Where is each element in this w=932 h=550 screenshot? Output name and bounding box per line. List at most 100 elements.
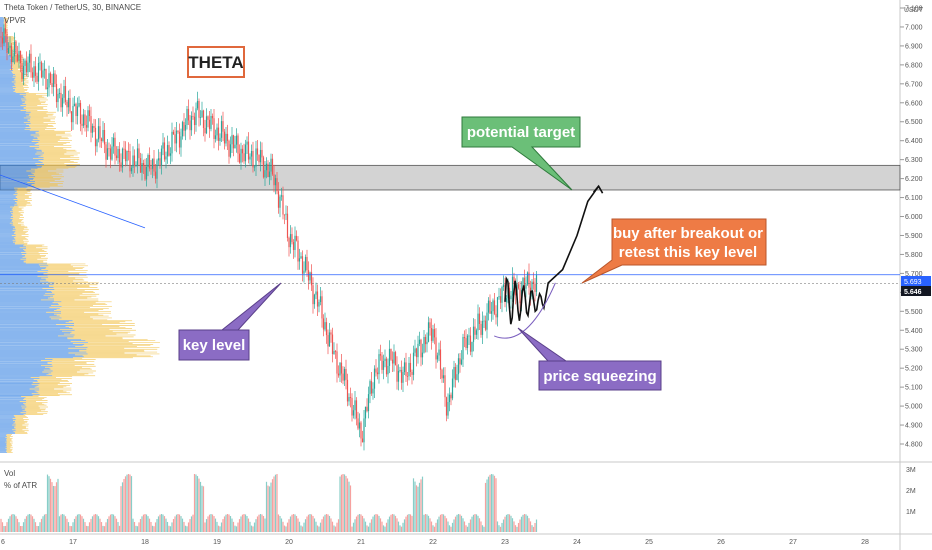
volume-bar — [333, 525, 335, 532]
x-tick-label: 17 — [69, 539, 77, 546]
volume-bar — [484, 482, 487, 532]
candle-body — [219, 137, 221, 141]
volume-bar — [46, 474, 49, 532]
volume-bar — [267, 485, 269, 532]
volume-bar — [466, 526, 469, 532]
candle-body — [435, 337, 437, 360]
volume-bar — [409, 514, 412, 532]
volume-bar — [57, 478, 59, 532]
volume-bar — [84, 522, 86, 532]
candle-body — [291, 234, 293, 243]
candle-body — [292, 242, 295, 250]
target-callout[interactable] — [461, 116, 581, 191]
volume-series — [0, 474, 538, 532]
candle-body — [475, 330, 478, 335]
candle-body — [147, 155, 149, 168]
candle-body — [60, 92, 62, 108]
volume-bar — [270, 482, 272, 532]
resistance-zone[interactable] — [0, 164, 901, 191]
volume-bar — [318, 526, 320, 532]
candle-body — [394, 352, 397, 366]
candle-body — [51, 83, 53, 88]
candle-body — [118, 148, 121, 163]
volume-bar — [376, 514, 379, 532]
candle-body — [492, 300, 494, 312]
volume-bar — [523, 514, 526, 532]
candle-body — [319, 296, 322, 303]
volume-bar — [166, 521, 169, 532]
candle-body — [126, 150, 128, 162]
candle-body — [427, 322, 430, 342]
candle-body — [322, 318, 325, 330]
volume-bar — [51, 482, 53, 532]
x-tick-label: 28 — [861, 539, 869, 546]
volume-bar — [408, 514, 410, 532]
drawing-lines[interactable] — [0, 174, 900, 339]
volume-bar — [352, 522, 355, 532]
candle-body — [204, 127, 206, 134]
volume-bar — [94, 514, 97, 532]
candle-body — [517, 284, 520, 289]
candle-body — [54, 73, 56, 84]
volume-bar — [405, 516, 407, 532]
volume-bar — [123, 478, 125, 532]
candle-body — [522, 277, 524, 290]
candle-body — [129, 151, 131, 172]
candle-body — [406, 375, 409, 377]
candle-body — [388, 348, 391, 366]
candle-body — [337, 373, 340, 376]
volume-bar — [234, 525, 236, 532]
volume-bar — [439, 514, 442, 532]
y-tick-label: 5.800 — [905, 252, 923, 259]
volume-bar — [492, 474, 494, 532]
candle-body — [400, 369, 403, 383]
candle-body — [519, 288, 521, 304]
buy-callout[interactable] — [581, 218, 767, 284]
volume-bar — [330, 518, 332, 532]
x-tick-label: 19 — [213, 539, 221, 546]
volume-bar — [327, 514, 329, 532]
candle-body — [481, 320, 484, 335]
candle-body — [153, 158, 155, 172]
volume-bar — [525, 514, 527, 532]
vol-tick-2m: 2M — [906, 488, 916, 495]
candle-body — [247, 141, 250, 160]
volume-bar — [457, 514, 460, 532]
volume-bar — [106, 518, 109, 532]
squeeze-callout[interactable] — [517, 327, 662, 391]
volume-bar — [415, 485, 418, 532]
volume-bar — [504, 516, 506, 532]
volume-bar — [381, 521, 383, 532]
volume-bar — [358, 514, 361, 532]
candle-body — [91, 125, 94, 133]
volume-bar — [459, 514, 461, 532]
volume-bar — [478, 518, 481, 532]
volume-bar — [268, 486, 271, 532]
candle-body — [103, 129, 106, 145]
candle-body — [88, 110, 91, 117]
candle-body — [297, 240, 299, 262]
candle-body — [376, 372, 379, 375]
candle-body — [457, 358, 460, 375]
candle-body — [486, 312, 488, 330]
candle-body — [9, 45, 11, 48]
candle-body — [429, 322, 431, 329]
volume-bar — [535, 519, 538, 532]
volume-bar — [306, 516, 308, 532]
candle-body — [7, 47, 10, 53]
volume-bar — [501, 522, 503, 532]
candle-body — [283, 214, 286, 216]
volume-bar — [223, 516, 226, 532]
candle-body — [202, 110, 205, 128]
candle-body — [151, 158, 154, 169]
volume-bar — [93, 514, 95, 532]
candle-body — [133, 155, 136, 166]
candle-body — [105, 144, 107, 160]
candle-body — [333, 351, 335, 354]
candle-body — [402, 372, 404, 383]
key-level-callout[interactable] — [178, 282, 282, 361]
candle-body — [432, 329, 434, 341]
y-tick-label: 7.100 — [905, 6, 923, 13]
candle-body — [369, 381, 371, 395]
